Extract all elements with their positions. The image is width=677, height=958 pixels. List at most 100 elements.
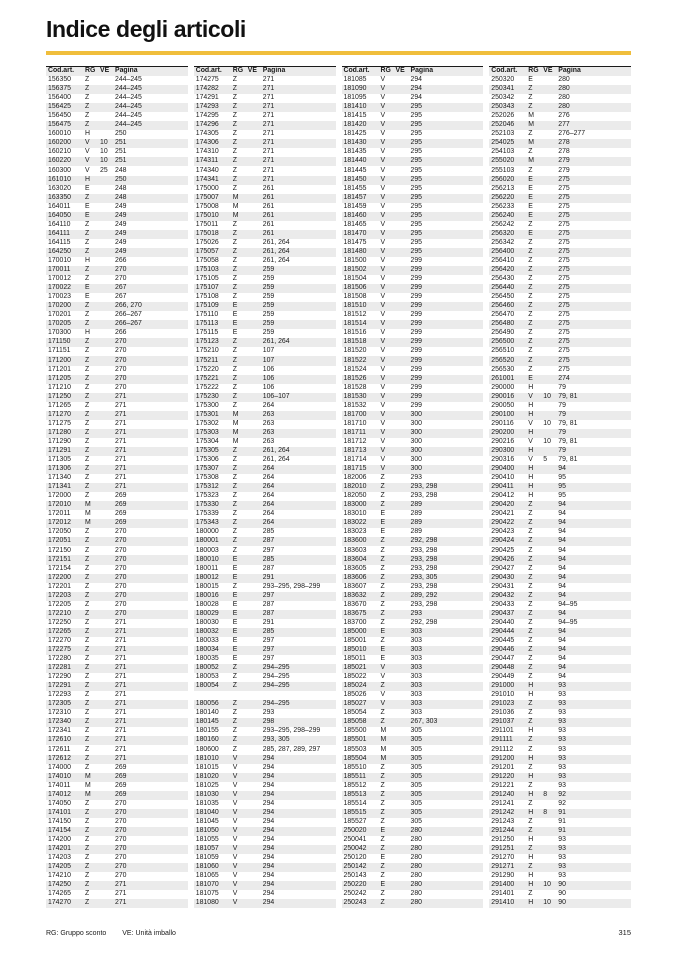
cell-page: 295 <box>410 112 423 120</box>
cell-page: 94 <box>558 510 566 518</box>
cell-code: 250342 <box>491 94 515 102</box>
cell-page: 271 <box>262 103 275 111</box>
cell-rg: Z <box>232 664 237 672</box>
table-row: 256520 Z 275 <box>489 356 631 366</box>
cell-code: 172050 <box>48 528 71 536</box>
cell-code: 172010 <box>48 501 71 509</box>
cell-page: 106 <box>262 383 275 391</box>
table-row: 175000 Z 261 <box>194 185 336 194</box>
cell-code: 175301 <box>195 410 219 418</box>
table-row: 180034 E 297 <box>193 645 336 655</box>
cell-code: 172280 <box>48 655 71 663</box>
cell-rg: Z <box>528 302 533 310</box>
cell-page: 94–95 <box>558 600 578 608</box>
table-row: 174150 Z 270 <box>46 818 188 827</box>
cell-page: 294 <box>262 790 275 798</box>
table-row: 185515 Z 305 <box>341 808 484 818</box>
header-page: Pagina <box>558 67 581 75</box>
cell-rg: H <box>528 836 534 843</box>
cell-page: 259 <box>262 302 275 310</box>
cell-page: 251 <box>115 157 127 165</box>
cell-rg: V <box>380 229 386 237</box>
table-row: 181514 V 299 <box>341 320 484 330</box>
cell-page: 285 <box>262 627 275 635</box>
table-row: 180032 E 285 <box>193 627 336 637</box>
table-row: 290431 Z 94 <box>489 583 631 592</box>
cell-page: 94 <box>558 546 566 554</box>
cell-page: 280 <box>410 845 423 853</box>
cell-code: 181445 <box>343 166 367 174</box>
cell-rg: Z <box>85 863 90 871</box>
table-row: 181455 V 295 <box>342 185 484 194</box>
cell-code: 180016 <box>195 591 219 599</box>
table-row: 181015 V 294 <box>194 764 336 773</box>
cell-code: 172270 <box>48 636 71 644</box>
cell-code: 250220 <box>343 881 367 889</box>
table-row: 180052 Z 294–295 <box>193 664 336 674</box>
cell-page: 259 <box>262 266 275 274</box>
cell-code: 183023 <box>343 528 367 536</box>
cell-ve: 25 <box>100 166 108 174</box>
table-row: 175018 Z 261 <box>193 229 336 239</box>
table-row: 180056 Z 294–295 <box>193 700 336 710</box>
cell-rg: V <box>380 266 386 274</box>
cell-code: 185001 <box>343 636 367 644</box>
cell-rg: V <box>232 899 238 907</box>
cell-code: 291101 <box>491 727 514 735</box>
header-ve: VE <box>395 67 405 75</box>
cell-code: 256490 <box>491 329 515 337</box>
cell-page: 278 <box>558 148 570 156</box>
table-row: 180145 Z 298 <box>193 718 336 728</box>
cell-rg: E <box>232 618 238 626</box>
cell-rg: V <box>380 275 386 283</box>
cell-rg: Z <box>528 890 533 898</box>
cell-rg: Z <box>528 266 533 274</box>
table-row: 290016 V 10 79, 81 <box>489 392 631 402</box>
cell-page: 244–245 <box>115 121 142 129</box>
cell-code: 181502 <box>343 266 367 274</box>
cell-rg: Z <box>528 356 533 364</box>
cell-rg: Z <box>528 501 533 509</box>
cell-rg: Z <box>232 745 237 753</box>
cell-code: 291112 <box>491 745 514 753</box>
header-ve: VE <box>100 67 110 75</box>
column-header-row: Cod.art. RG VE Pagina <box>193 66 336 76</box>
table-row: 181035 V 294 <box>194 800 336 809</box>
cell-rg: V <box>380 456 386 464</box>
cell-rg: Z <box>380 890 385 898</box>
cell-code: 291290 <box>491 872 515 880</box>
cell-rg: Z <box>232 492 237 500</box>
cell-rg: V <box>380 465 386 473</box>
table-row: 181524 V 299 <box>342 366 484 375</box>
table-row: 256530 Z 275 <box>489 366 631 375</box>
cell-page: 271 <box>115 727 127 735</box>
cell-code: 185054 <box>343 709 367 717</box>
cell-code: 181526 <box>343 374 367 382</box>
cell-page: 271 <box>115 428 127 436</box>
cell-page: 79 <box>558 428 566 436</box>
table-row: 170201 Z 266–267 <box>46 311 188 320</box>
table-row: 181516 V 299 <box>342 329 484 338</box>
cell-page: 94 <box>558 582 566 590</box>
table-row: 181715 V 300 <box>341 465 484 475</box>
cell-rg: Z <box>528 311 533 319</box>
cell-page: 303 <box>410 627 423 635</box>
table-row: 171275 Z 271 <box>46 420 188 429</box>
cell-page: 95 <box>558 474 566 482</box>
cell-code: 290425 <box>491 546 515 554</box>
cell-page: 293, 298 <box>410 600 438 608</box>
cell-rg: Z <box>380 817 385 825</box>
table-row: 180016 E 297 <box>193 591 336 601</box>
cell-code: 174012 <box>48 790 71 798</box>
cell-page: 271 <box>262 175 275 183</box>
cell-code: 181415 <box>343 112 367 120</box>
cell-page: 249 <box>115 247 127 255</box>
cell-page: 93 <box>558 691 566 699</box>
cell-page: 294 <box>262 763 275 771</box>
cell-rg: Z <box>85 437 90 445</box>
cell-rg: H <box>528 691 534 699</box>
cell-page: 280 <box>410 872 423 880</box>
cell-page: 275 <box>558 238 570 246</box>
cell-rg: Z <box>85 546 90 554</box>
header-code: Cod.art. <box>491 67 518 75</box>
